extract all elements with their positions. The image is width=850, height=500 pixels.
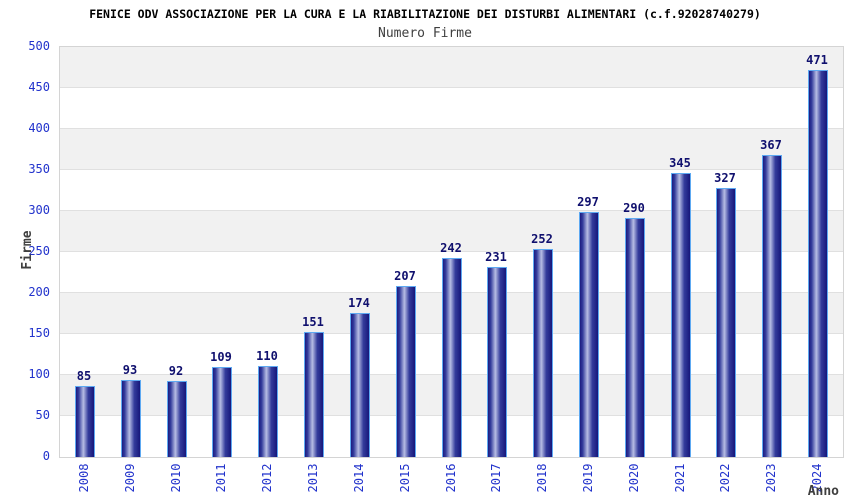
x-tick-label-2013: 2013 [306, 463, 320, 493]
y-tick-label-350: 350 [28, 162, 50, 176]
bar-2015 [396, 286, 416, 457]
gridline-400 [60, 128, 843, 129]
bar-2011 [212, 367, 232, 457]
x-tick-label-2008: 2008 [77, 463, 91, 493]
plot-band [60, 88, 843, 129]
bar-value-label-2014: 174 [348, 296, 370, 310]
bar-2019 [579, 212, 599, 457]
x-tick-label-2012: 2012 [260, 463, 274, 493]
y-tick-label-250: 250 [28, 244, 50, 258]
y-tick-label-500: 500 [28, 39, 50, 53]
plot-area [59, 46, 844, 458]
chart-subtitle: Numero Firme [378, 26, 472, 41]
chart-title: FENICE ODV ASSOCIAZIONE PER LA CURA E LA… [89, 7, 761, 21]
y-axis-title: Firme [20, 230, 35, 270]
bar-2010 [167, 381, 187, 457]
bar-2021 [671, 173, 691, 457]
bar-2008 [75, 386, 95, 457]
bar-2018 [533, 249, 553, 457]
y-tick-label-200: 200 [28, 285, 50, 299]
bar-2020 [625, 218, 645, 457]
gridline-350 [60, 169, 843, 170]
bar-value-label-2016: 242 [440, 241, 462, 255]
y-tick-label-100: 100 [28, 367, 50, 381]
bar-2016 [442, 258, 462, 457]
x-tick-label-2022: 2022 [718, 463, 732, 493]
plot-band [60, 47, 843, 88]
gridline-250 [60, 251, 843, 252]
bar-value-label-2018: 252 [531, 232, 553, 246]
bar-value-label-2012: 110 [256, 349, 278, 363]
x-tick-label-2016: 2016 [444, 463, 458, 493]
plot-band [60, 211, 843, 252]
y-tick-label-0: 0 [42, 449, 50, 463]
bar-2022 [716, 188, 736, 457]
plot-band [60, 129, 843, 170]
gridline-300 [60, 210, 843, 211]
plot-band [60, 170, 843, 211]
x-tick-label-2015: 2015 [398, 463, 412, 493]
x-tick-label-2018: 2018 [535, 463, 549, 493]
x-tick-label-2019: 2019 [581, 463, 595, 493]
bar-value-label-2022: 327 [714, 171, 736, 185]
bar-value-label-2011: 109 [210, 350, 232, 364]
x-tick-label-2009: 2009 [123, 463, 137, 493]
x-tick-label-2020: 2020 [627, 463, 641, 493]
bar-value-label-2015: 207 [394, 269, 416, 283]
bar-value-label-2017: 231 [485, 250, 507, 264]
y-tick-label-300: 300 [28, 203, 50, 217]
bar-value-label-2020: 290 [623, 201, 645, 215]
y-tick-label-150: 150 [28, 326, 50, 340]
x-tick-label-2017: 2017 [489, 463, 503, 493]
bar-2009 [121, 380, 141, 457]
bar-value-label-2024: 471 [806, 53, 828, 67]
bar-value-label-2008: 85 [76, 369, 92, 383]
x-tick-label-2014: 2014 [352, 463, 366, 493]
y-tick-label-450: 450 [28, 80, 50, 94]
x-axis-title: Anno [807, 484, 839, 499]
bar-value-label-2019: 297 [577, 195, 599, 209]
bar-value-label-2023: 367 [760, 138, 782, 152]
gridline-450 [60, 87, 843, 88]
bar-value-label-2010: 92 [168, 364, 184, 378]
x-tick-label-2011: 2011 [214, 463, 228, 493]
bar-2024 [808, 70, 828, 457]
bar-2012 [258, 366, 278, 457]
bar-2014 [350, 313, 370, 457]
y-tick-label-50: 50 [35, 408, 50, 422]
bar-value-label-2009: 93 [122, 363, 138, 377]
bar-value-label-2021: 345 [669, 156, 691, 170]
bar-2013 [304, 332, 324, 457]
bar-2017 [487, 267, 507, 457]
x-tick-label-2010: 2010 [169, 463, 183, 493]
bar-value-label-2013: 151 [302, 315, 324, 329]
bar-2023 [762, 155, 782, 457]
x-tick-label-2021: 2021 [673, 463, 687, 493]
y-tick-label-400: 400 [28, 121, 50, 135]
x-tick-label-2023: 2023 [764, 463, 778, 493]
